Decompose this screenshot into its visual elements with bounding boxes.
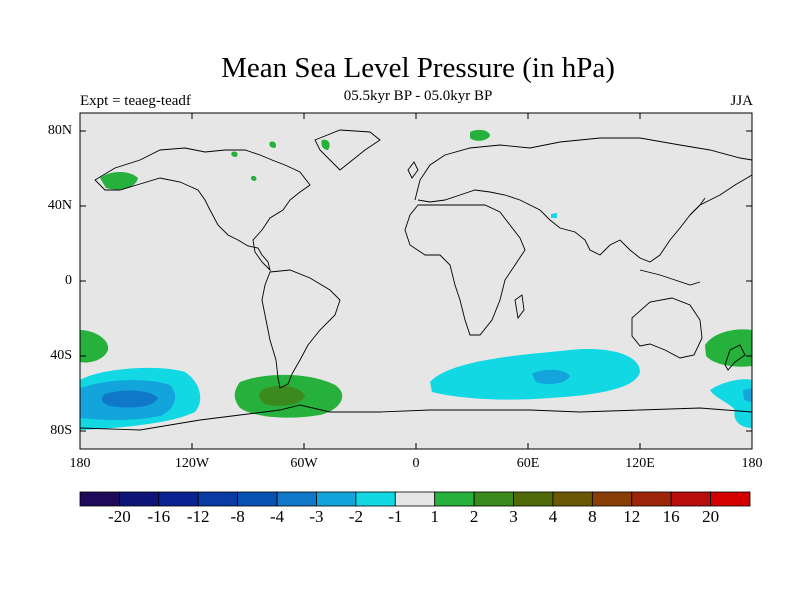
colorbar-swatch [355, 491, 396, 507]
colorbar-swatch [237, 491, 278, 507]
colorbar-label: 20 [702, 507, 720, 526]
colorbar-swatch [394, 491, 436, 507]
colorbar-swatch [119, 491, 160, 507]
coast-indonesia [639, 269, 701, 286]
xtick-0: 0 [412, 456, 420, 471]
colorbar-label: -2 [348, 507, 363, 526]
coast-greenland [314, 129, 381, 171]
coast-africa [404, 204, 526, 336]
colorbar-label: 4 [548, 507, 558, 526]
contour-arabia-minus1 [551, 213, 557, 218]
colorbar-label: -8 [230, 507, 245, 526]
ytick-80s: 80S [50, 423, 72, 438]
xtick-180e: 180 [741, 456, 763, 471]
colorbar-swatch [552, 491, 593, 507]
season-label: JJA [730, 93, 753, 109]
coast-antarctica [80, 404, 752, 431]
colorbar-label: 12 [623, 507, 641, 526]
colorbar-swatch [434, 491, 475, 507]
coast-australia [631, 297, 703, 359]
contour-we-plus1 [80, 330, 109, 363]
colorbar-swatch [513, 491, 554, 507]
colorbar-label: 3 [509, 507, 518, 526]
ytick-0: 0 [65, 273, 72, 288]
colorbar-swatch [670, 491, 711, 507]
ytick-40n: 40N [47, 198, 72, 213]
tick-marks [80, 113, 752, 449]
coast-new-zealand [724, 344, 746, 371]
colorbar-swatch [316, 491, 357, 507]
colorbar-swatch [631, 491, 672, 507]
contour-swp-plus1 [705, 329, 752, 367]
colorbar-label: -16 [147, 507, 171, 526]
contour-sp-minus3 [101, 390, 158, 408]
contour-nc-plus1 [321, 139, 330, 150]
map-subtitle: 05.5kyr BP - 05.0kyr BP [343, 88, 493, 104]
ytick-80n: 80N [47, 123, 72, 138]
contour-fe-minus2 [743, 388, 752, 402]
colorbar-swatch [197, 491, 239, 507]
colorbar-label: 1 [430, 507, 439, 526]
colorbar [79, 491, 751, 507]
xtick-120w: 120W [174, 456, 210, 471]
contour-nh-plus1 [269, 141, 277, 148]
coast-japan [689, 197, 706, 216]
colorbar-label: 2 [469, 507, 479, 526]
coast-asia [417, 174, 752, 263]
coast-uk [407, 161, 419, 179]
colorbar-label: -4 [269, 507, 285, 526]
contour-nw-plus1 [231, 151, 238, 157]
coast-south-america [261, 269, 341, 389]
map-title: Mean Sea Level Pressure (in hPa) [221, 52, 615, 84]
contour-io-minus2 [532, 369, 570, 384]
xtick-60e: 60E [516, 456, 540, 471]
contour-np-plus1 [100, 172, 138, 190]
colorbar-swatch [158, 491, 199, 507]
contour-sa-plus2 [259, 385, 305, 406]
colorbar-label: -3 [309, 507, 324, 526]
colorbar-swatch [710, 491, 751, 507]
colorbar-label: -12 [186, 507, 210, 526]
contour-ng-plus1 [470, 129, 490, 141]
contour-ns-plus1 [251, 175, 257, 181]
xtick-60w: 60W [290, 456, 318, 471]
ytick-40s: 40S [50, 348, 72, 363]
colorbar-swatch [473, 491, 514, 507]
xtick-180w: 180 [69, 456, 91, 471]
experiment-label: Expt = teaeg-teadf [80, 93, 191, 109]
colorbar-label: -20 [108, 507, 131, 526]
coast-madagascar [514, 294, 525, 320]
contour-fills [80, 129, 752, 430]
colorbar-swatch [276, 491, 317, 507]
colorbar-swatch [79, 491, 120, 507]
colorbar-label: 8 [588, 507, 597, 526]
contour-fe-minus1 [710, 379, 752, 428]
coast-north-america [94, 147, 311, 272]
coast-europe [414, 137, 752, 201]
colorbar-swatch [591, 491, 633, 507]
colorbar-label: -1 [388, 507, 403, 526]
coastlines [80, 129, 752, 431]
colorbar-label: 16 [662, 507, 680, 526]
xtick-120e: 120E [625, 456, 655, 471]
